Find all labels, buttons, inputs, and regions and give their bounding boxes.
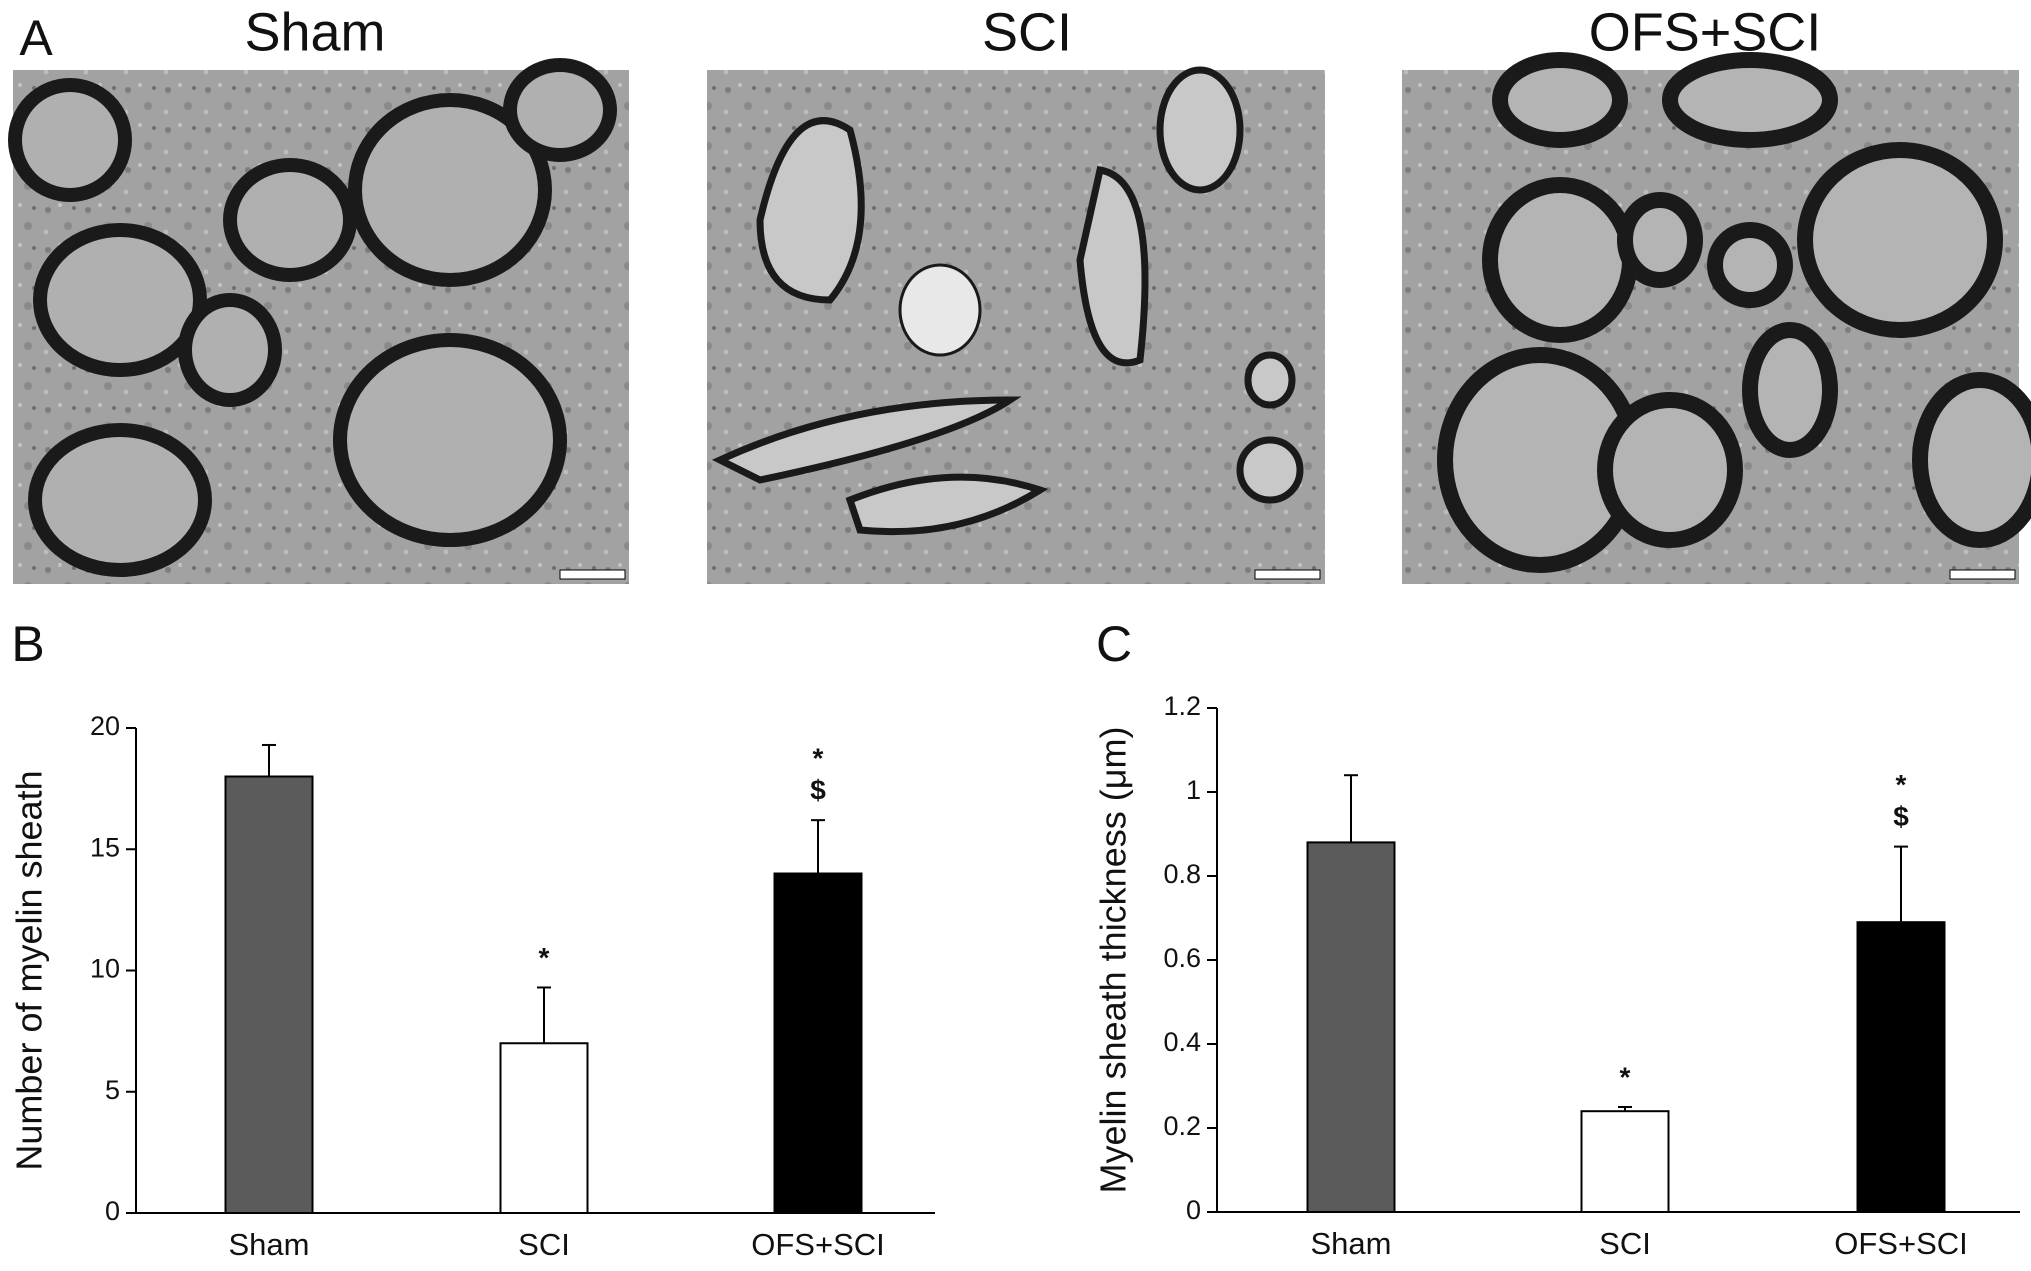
y-tick-label: 15 xyxy=(90,832,120,862)
x-tick-label: Sham xyxy=(1311,1226,1392,1261)
micrograph xyxy=(707,66,1325,584)
y-tick-label: 0 xyxy=(1186,1195,1201,1225)
y-tick-label: 0.4 xyxy=(1163,1027,1201,1057)
y-tick-label: 0.6 xyxy=(1163,943,1201,973)
significance-marker: * xyxy=(813,743,824,774)
y-tick-label: 1.2 xyxy=(1163,691,1201,721)
bar xyxy=(499,1042,589,1214)
significance-marker: $ xyxy=(810,775,826,806)
significance-marker: * xyxy=(1620,1061,1631,1092)
panel-label: B xyxy=(11,616,44,672)
image-title: SCI xyxy=(982,2,1072,62)
y-tick-label: 10 xyxy=(90,954,120,984)
bar xyxy=(1856,921,1946,1213)
y-tick-label: 0.2 xyxy=(1163,1111,1201,1141)
y-tick-label: 1 xyxy=(1186,775,1201,805)
bar xyxy=(224,775,314,1214)
significance-marker: * xyxy=(1896,769,1907,800)
image-title: OFS+SCI xyxy=(1589,2,1822,62)
y-axis-label: Myelin sheath thickness (μm) xyxy=(1093,727,1134,1194)
y-axis-label: Number of myelin sheath xyxy=(9,770,50,1170)
y-tick-label: 20 xyxy=(90,711,120,741)
significance-marker: * xyxy=(539,942,550,973)
x-tick-label: OFS+SCI xyxy=(1834,1226,1968,1261)
x-tick-label: Sham xyxy=(229,1227,310,1262)
x-tick-label: OFS+SCI xyxy=(751,1227,885,1262)
panel-label: A xyxy=(19,10,53,66)
bar xyxy=(1306,841,1396,1214)
bar xyxy=(1580,1110,1670,1213)
panel-label: C xyxy=(1096,616,1132,672)
x-tick-label: SCI xyxy=(1599,1226,1651,1261)
x-tick-label: SCI xyxy=(518,1227,570,1262)
y-tick-label: 0.8 xyxy=(1163,859,1201,889)
bar xyxy=(773,872,863,1214)
y-tick-label: 0 xyxy=(105,1196,120,1226)
micrograph xyxy=(8,58,629,584)
y-tick-label: 5 xyxy=(105,1075,120,1105)
significance-marker: $ xyxy=(1893,801,1909,832)
image-title: Sham xyxy=(244,2,385,62)
micrograph xyxy=(1402,52,2031,584)
